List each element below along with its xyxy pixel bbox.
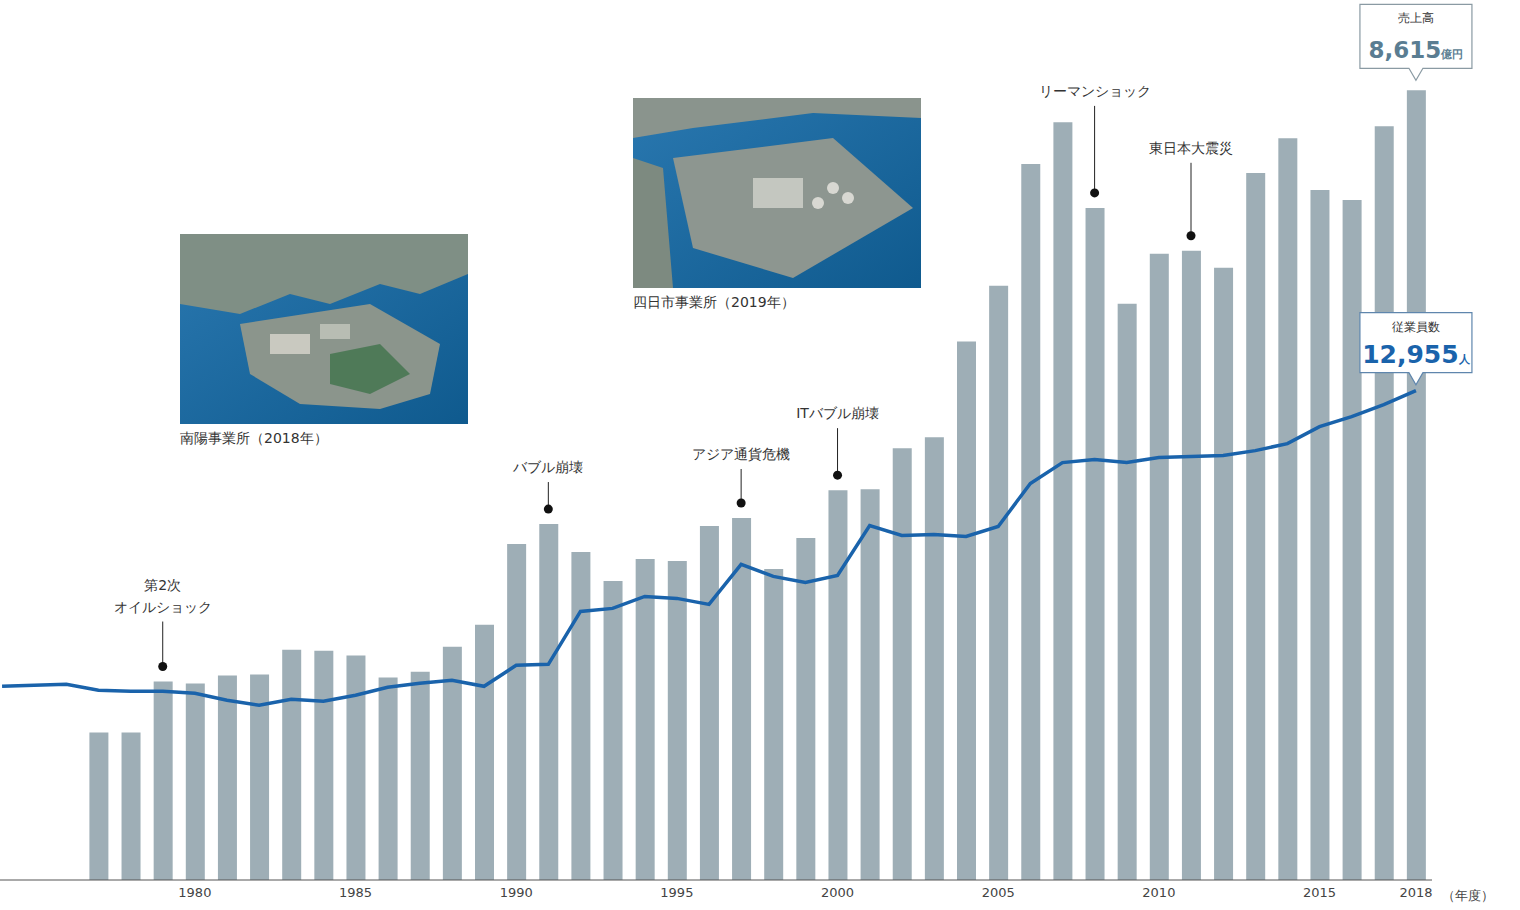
svg-text:2010: 2010 (1142, 885, 1175, 900)
svg-text:リーマンショック: リーマンショック (1039, 83, 1151, 99)
svg-text:8,615億円: 8,615億円 (1369, 37, 1464, 63)
html-text:四日市事業所（2019年）: 四日市事業所（2019年） (633, 294, 795, 310)
svg-text:1985: 1985 (339, 885, 372, 900)
svg-text:1995: 1995 (660, 885, 693, 900)
svg-text:ITバブル崩壊: ITバブル崩壊 (796, 405, 879, 421)
svg-text:東日本大震災: 東日本大震災 (1149, 140, 1233, 156)
svg-text:オイルショック: オイルショック (114, 599, 212, 615)
svg-text:第2次: 第2次 (144, 577, 181, 593)
svg-text:売上高: 売上高 (1398, 11, 1434, 25)
svg-text:従業員数: 従業員数 (1392, 320, 1440, 334)
svg-text:バブル崩壊: バブル崩壊 (512, 459, 583, 475)
svg-text:2018: 2018 (1399, 885, 1432, 900)
svg-text:2005: 2005 (982, 885, 1015, 900)
html-text:南陽事業所（2018年）: 南陽事業所（2018年） (180, 430, 328, 446)
svg-text:（年度）: （年度） (1442, 888, 1494, 903)
svg-text:アジア通貨危機: アジア通貨危機 (692, 446, 790, 462)
svg-text:12,955人: 12,955人 (1362, 340, 1470, 369)
svg-text:2015: 2015 (1303, 885, 1336, 900)
svg-text:1990: 1990 (500, 885, 533, 900)
svg-text:1980: 1980 (178, 885, 211, 900)
svg-text:2000: 2000 (821, 885, 854, 900)
